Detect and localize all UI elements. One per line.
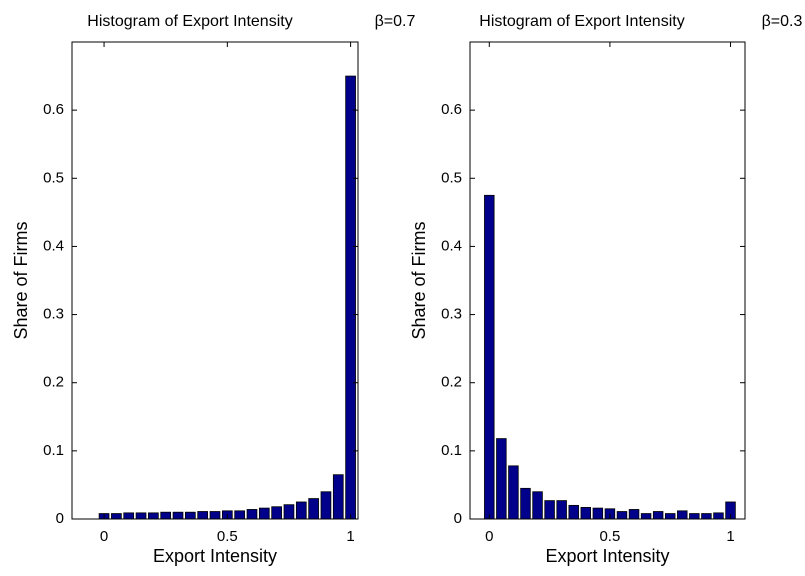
y-tick-label: 0.4 xyxy=(43,237,64,254)
bar xyxy=(701,513,712,520)
bar xyxy=(283,504,295,520)
chart-title: Histogram of Export Intensity xyxy=(479,13,684,30)
bar xyxy=(148,512,159,520)
bar xyxy=(592,507,604,520)
bar xyxy=(496,438,507,520)
bar xyxy=(520,487,531,520)
y-tick-label: 0.1 xyxy=(441,442,462,459)
y-axis-label: Share of Firms xyxy=(11,221,31,339)
axes-box xyxy=(71,41,359,520)
bar xyxy=(713,512,724,520)
axes-box xyxy=(469,41,746,520)
y-tick-label: 0.2 xyxy=(43,374,64,391)
bar xyxy=(172,511,184,520)
bar xyxy=(580,507,592,520)
y-tick-label: 0.6 xyxy=(43,101,64,118)
annotation: β=0.3 xyxy=(762,13,803,30)
bar xyxy=(246,509,258,520)
y-tick-label: 0.6 xyxy=(441,101,462,118)
y-axis-label: Share of Firms xyxy=(409,221,429,339)
y-tick-label: 0.1 xyxy=(43,442,64,459)
bar xyxy=(652,511,664,520)
y-tick-label: 0.5 xyxy=(441,169,462,186)
bar xyxy=(544,500,555,520)
bar xyxy=(332,474,344,520)
bar xyxy=(532,491,543,520)
y-tick-label: 0.5 xyxy=(43,169,64,186)
bar xyxy=(640,513,652,520)
bar xyxy=(568,504,579,520)
y-tick-label: 0.3 xyxy=(441,306,462,323)
x-tick-label: 1 xyxy=(726,528,734,545)
x-tick-label: 0 xyxy=(100,528,108,545)
bar xyxy=(185,511,196,520)
x-axis-label: Export Intensity xyxy=(153,546,277,566)
bar xyxy=(508,465,519,520)
x-tick-label: 1 xyxy=(346,528,354,545)
x-tick-label: 0.5 xyxy=(599,528,620,545)
bar xyxy=(345,75,356,520)
y-tick-label: 0 xyxy=(454,510,462,527)
bar xyxy=(209,511,221,520)
x-tick-label: 0.5 xyxy=(217,528,238,545)
bar xyxy=(123,512,135,520)
annotation: β=0.7 xyxy=(375,13,416,30)
x-tick-label: 0 xyxy=(485,528,493,545)
bar xyxy=(197,511,209,520)
y-tick-label: 0.2 xyxy=(441,374,462,391)
x-axis-label: Export Intensity xyxy=(545,546,669,566)
bar xyxy=(295,501,307,520)
bar xyxy=(628,509,640,520)
bar xyxy=(664,513,676,520)
bar xyxy=(616,511,628,520)
y-tick-label: 0 xyxy=(56,510,64,527)
bar xyxy=(677,510,688,520)
bar xyxy=(160,511,172,520)
y-tick-label: 0.3 xyxy=(43,306,64,323)
bar xyxy=(556,500,567,520)
bar xyxy=(271,506,282,520)
bar xyxy=(234,510,245,520)
bar xyxy=(308,498,319,520)
bar xyxy=(258,507,270,520)
bar xyxy=(484,194,495,520)
bar xyxy=(320,491,332,520)
bar xyxy=(135,512,147,520)
bar xyxy=(689,513,700,520)
chart-title: Histogram of Export Intensity xyxy=(87,13,292,30)
bar xyxy=(111,513,122,520)
y-tick-label: 0.4 xyxy=(441,237,462,254)
